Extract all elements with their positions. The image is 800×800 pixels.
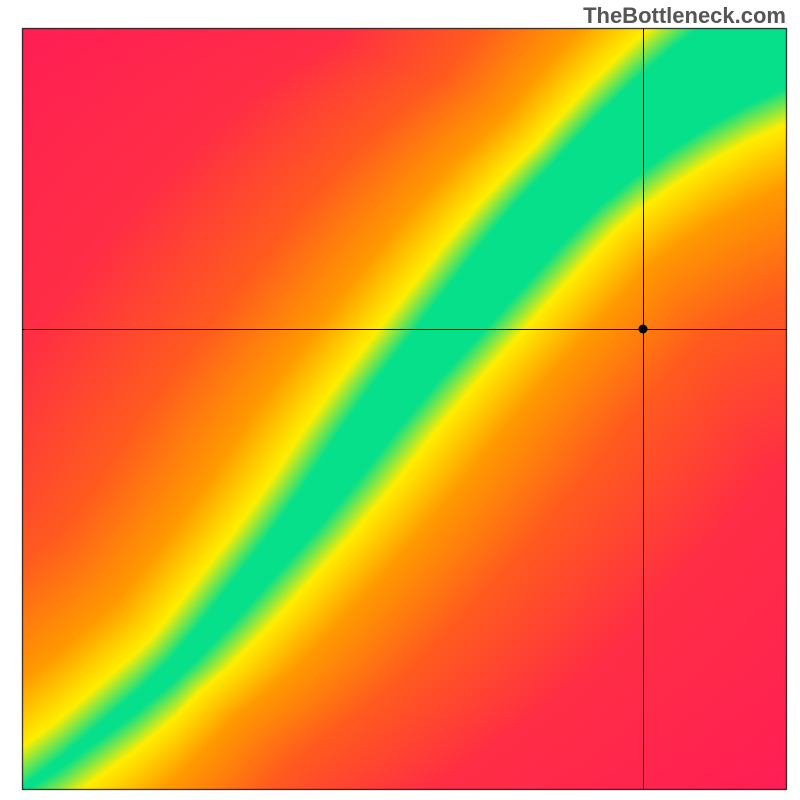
crosshair-vertical [643,28,644,790]
watermark: TheBottleneck.com [583,3,786,29]
heatmap-canvas [0,0,800,800]
crosshair-horizontal [22,329,787,330]
chart-root: TheBottleneck.com [0,0,800,800]
marker-point [639,324,648,333]
